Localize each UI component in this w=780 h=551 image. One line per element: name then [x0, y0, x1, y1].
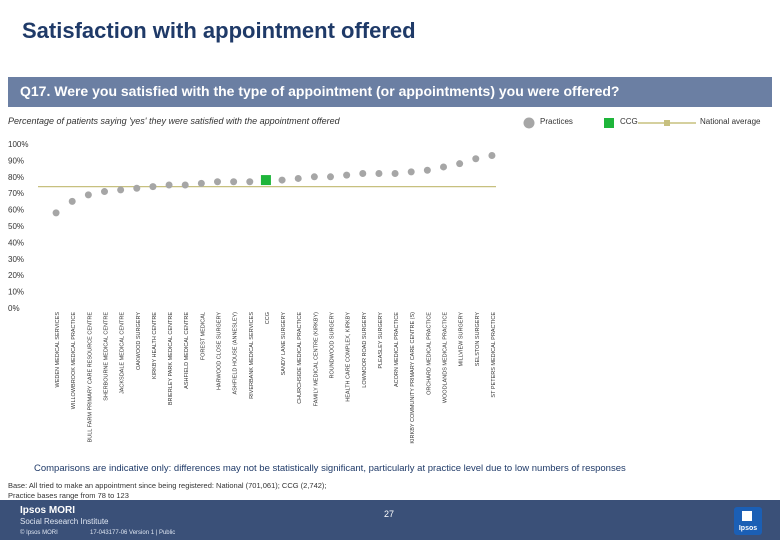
- y-tick-label: 90%: [8, 156, 24, 165]
- category-label: ROUNDWOOD SURGERY: [330, 312, 336, 379]
- y-tick-label: 10%: [8, 288, 24, 297]
- category-label: ASHFIELD HOUSE (ANNESLEY): [233, 312, 239, 395]
- category-label: CHURCHSIDE MEDICAL PRACTICE: [297, 312, 303, 404]
- y-tick-label: 70%: [8, 189, 24, 198]
- practice-point: [423, 166, 431, 174]
- practice-point: [117, 186, 125, 194]
- practice-point: [52, 209, 60, 217]
- category-label: ACORN MEDICAL PRACTICE: [394, 312, 400, 387]
- y-tick-label: 30%: [8, 255, 24, 264]
- category-label: ST PETERS MEDICAL PRACTICE: [491, 312, 497, 398]
- footer-bar: [0, 500, 780, 540]
- category-label: JACKSDALE MEDICAL CENTRE: [120, 312, 126, 394]
- comparison-note: Comparisons are indicative only: differe…: [34, 463, 626, 474]
- practice-point: [181, 181, 189, 189]
- practice-point: [488, 151, 496, 159]
- category-label: OAKWOOD SURGERY: [136, 312, 142, 370]
- job-reference: 17-043177-06 Version 1 | Public: [90, 530, 176, 536]
- practice-point: [343, 171, 351, 179]
- practice-point: [391, 170, 399, 178]
- category-label: BRIERLEY PARK MEDICAL CENTRE: [168, 312, 174, 405]
- category-label: HEALTH CARE COMPLEX, KIRKBY: [346, 312, 352, 402]
- logo-mark-icon: [742, 511, 752, 521]
- legend-practices-label: Practices: [540, 117, 573, 126]
- practice-point: [375, 170, 383, 178]
- category-label: KIRKBY HEALTH CENTRE: [152, 312, 158, 379]
- legend-national-label: National average: [700, 117, 761, 126]
- practice-point: [472, 155, 480, 163]
- category-label: WOODLANDS MEDICAL PRACTICE: [443, 312, 449, 404]
- y-tick-label: 60%: [8, 206, 24, 215]
- category-label: HARWOOD CLOSE SURGERY: [217, 312, 223, 390]
- y-tick-label: 80%: [8, 173, 24, 182]
- practice-point: [230, 178, 238, 186]
- logo-text: Ipsos: [738, 525, 758, 532]
- practice-point: [197, 179, 205, 187]
- practice-point: [149, 183, 157, 191]
- legend-national-icon: [638, 120, 696, 126]
- category-label: FOREST MEDICAL: [200, 312, 206, 360]
- y-tick-label: 50%: [8, 222, 24, 231]
- practice-point: [68, 197, 76, 205]
- page-title: Satisfaction with appointment offered: [22, 18, 416, 43]
- y-tick-label: 40%: [8, 238, 24, 247]
- category-label: WEDEN MEDICAL SERVICES: [55, 312, 61, 388]
- practice-point: [101, 188, 108, 196]
- legend-practices-icon: [523, 117, 535, 129]
- practice-point: [214, 178, 221, 186]
- y-tick-label: 0%: [8, 304, 20, 313]
- y-tick-label: 100%: [8, 140, 28, 149]
- base-line-1: Base: All tried to make an appointment s…: [8, 481, 327, 490]
- chart-subtitle: Percentage of patients saying 'yes' they…: [8, 116, 340, 126]
- header-banner: [0, 0, 780, 60]
- category-label: LOWMOOR ROAD SURGERY: [362, 312, 368, 388]
- practice-point: [278, 176, 286, 184]
- practice-point: [165, 181, 173, 189]
- ccg-point: [260, 175, 271, 186]
- practice-point: [456, 160, 464, 168]
- category-label: SHERBOURNE MEDICAL CENTRE: [104, 312, 110, 401]
- brand-name: Ipsos MORI: [20, 505, 76, 516]
- y-tick-label: 20%: [8, 271, 24, 280]
- practice-point: [440, 163, 447, 171]
- practice-point: [294, 174, 302, 182]
- practice-point: [359, 170, 367, 178]
- category-label: RIVERBANK MEDICAL SERVICES: [249, 312, 255, 399]
- practice-point: [84, 191, 92, 199]
- category-label: BULL FARM PRIMARY CARE RESOURCE CENTRE: [87, 312, 93, 443]
- category-label: PLEASLEY SURGERY: [378, 312, 384, 369]
- category-label: MILLVIEW SURGERY: [459, 312, 465, 367]
- category-label: CCG: [265, 312, 271, 324]
- brand-subtitle: Social Research Institute: [20, 517, 109, 526]
- category-label: ASHFIELD MEDICAL CENTRE: [184, 312, 190, 389]
- base-note: Base: All tried to make an appointment s…: [8, 481, 327, 501]
- question-text: Q17. Were you satisfied with the type of…: [20, 83, 620, 99]
- legend-ccg-icon: [604, 118, 614, 128]
- practice-point: [246, 178, 254, 186]
- copyright-text: © Ipsos MORI: [20, 530, 58, 536]
- chart-area: 0% 10% 20% 30% 40% 50% 60% 70% 80% 90% 100% WEDEN M…: [8, 140, 497, 444]
- category-label: WILLOWBROOK MEDICAL PRACTICE: [71, 312, 77, 410]
- category-label: FAMILY MEDICAL CENTRE (KIRKBY): [313, 312, 319, 407]
- category-label: SELSTON SURGERY: [475, 312, 481, 367]
- legend-ccg-label: CCG: [620, 117, 638, 126]
- practice-point: [327, 173, 334, 181]
- base-line-2: Practice bases range from 78 to 123: [8, 491, 129, 500]
- question-bar: [8, 77, 772, 107]
- page-number: 27: [384, 509, 395, 519]
- practice-point: [407, 168, 415, 176]
- category-label: ORCHARD MEDICAL PRACTICE: [426, 312, 432, 395]
- category-label: SANDY LANE SURGERY: [281, 312, 287, 376]
- category-label: KIRKBY COMMUNITY PRIMARY CARE CENTRE (S): [410, 312, 416, 444]
- practice-point: [310, 173, 318, 181]
- practice-point: [133, 184, 141, 192]
